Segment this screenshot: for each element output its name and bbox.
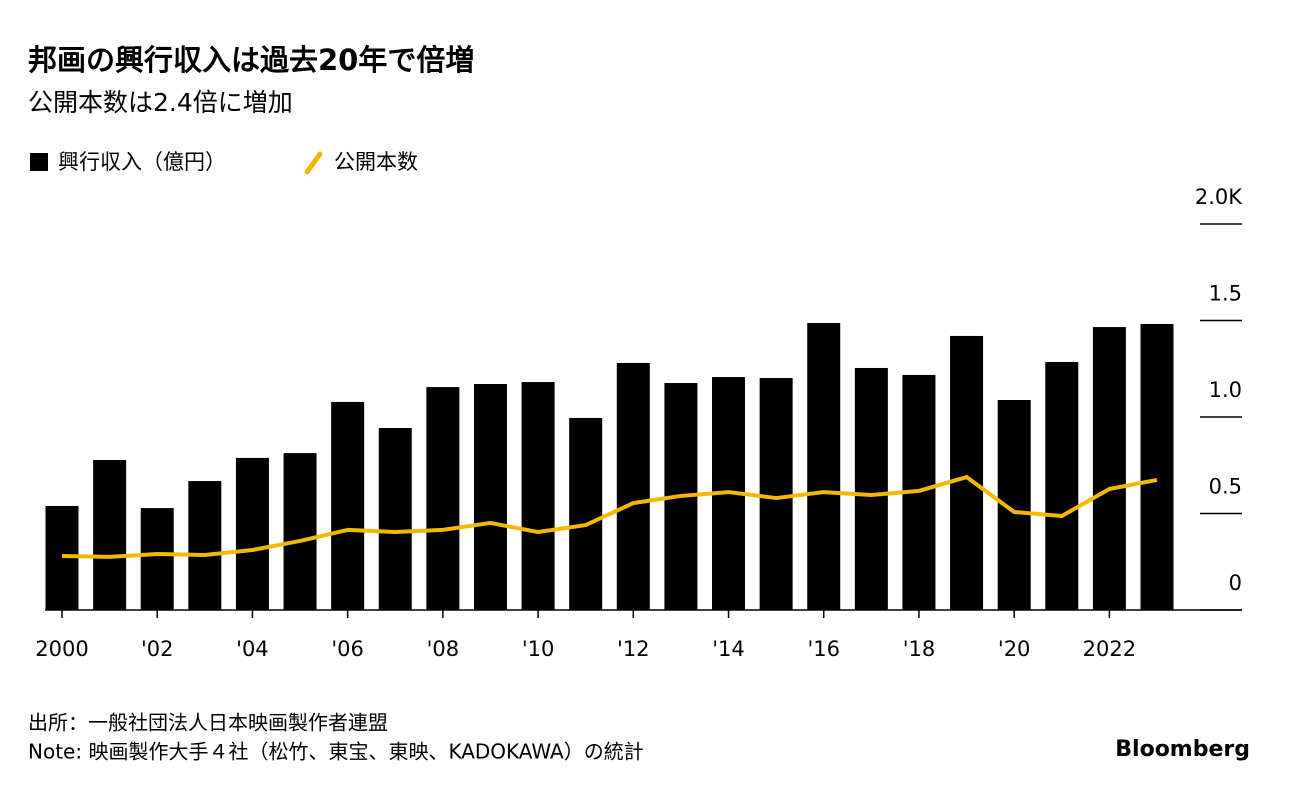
x-tick-label: '10 <box>522 637 555 661</box>
bar <box>569 417 603 610</box>
source: 出所：一般社団法人日本映画製作者連盟 <box>28 711 388 735</box>
bar <box>616 362 650 610</box>
chart-title: 邦画の興行収入は過去20年で倍増 <box>28 43 474 77</box>
brand: Bloomberg <box>1115 737 1250 762</box>
bar <box>1140 323 1174 610</box>
y-tick-label: 2.0K <box>1195 185 1243 209</box>
y-tick-label: 0.5 <box>1209 475 1242 499</box>
legend-label: 興行収入（億円） <box>58 150 226 174</box>
bar <box>188 481 222 610</box>
x-tick-label: 2022 <box>1083 637 1136 661</box>
x-tick-label: '16 <box>807 637 840 661</box>
chart-subtitle: 公開本数は2.4倍に増加 <box>28 88 293 117</box>
bar <box>235 457 269 610</box>
y-tick-label: 1.0 <box>1209 378 1242 402</box>
note: Note: 映画製作大手４社（松竹、東宝、東映、KADOKAWA）の統計 <box>28 740 644 764</box>
x-tick-label: '06 <box>331 637 364 661</box>
bar <box>426 387 460 610</box>
x-tick-label: '14 <box>712 637 745 661</box>
bar <box>473 383 507 610</box>
y-tick-label: 1.5 <box>1209 282 1242 306</box>
x-tick-label: '20 <box>998 637 1031 661</box>
line <box>61 475 1158 559</box>
bar <box>331 401 365 610</box>
bar <box>807 323 841 610</box>
bar <box>759 378 793 610</box>
bar <box>140 508 174 610</box>
bar <box>1045 361 1079 610</box>
x-tick-label: '02 <box>141 637 174 661</box>
bar <box>521 382 555 610</box>
x-tick-label: '04 <box>236 637 269 661</box>
legend-swatch <box>30 153 48 171</box>
x-tick-label: '18 <box>903 637 936 661</box>
bar <box>950 335 984 610</box>
y-tick-label: 0 <box>1229 571 1242 595</box>
x-tick-label: '08 <box>427 637 460 661</box>
bar <box>854 367 888 610</box>
x-tick-label: '12 <box>617 637 650 661</box>
bar <box>93 460 127 610</box>
bar <box>283 453 317 610</box>
x-tick-label: 2000 <box>35 637 88 661</box>
legend-label: 公開本数 <box>334 150 418 174</box>
bar <box>378 428 412 610</box>
bar <box>1092 327 1126 610</box>
legend-swatch <box>304 151 323 175</box>
